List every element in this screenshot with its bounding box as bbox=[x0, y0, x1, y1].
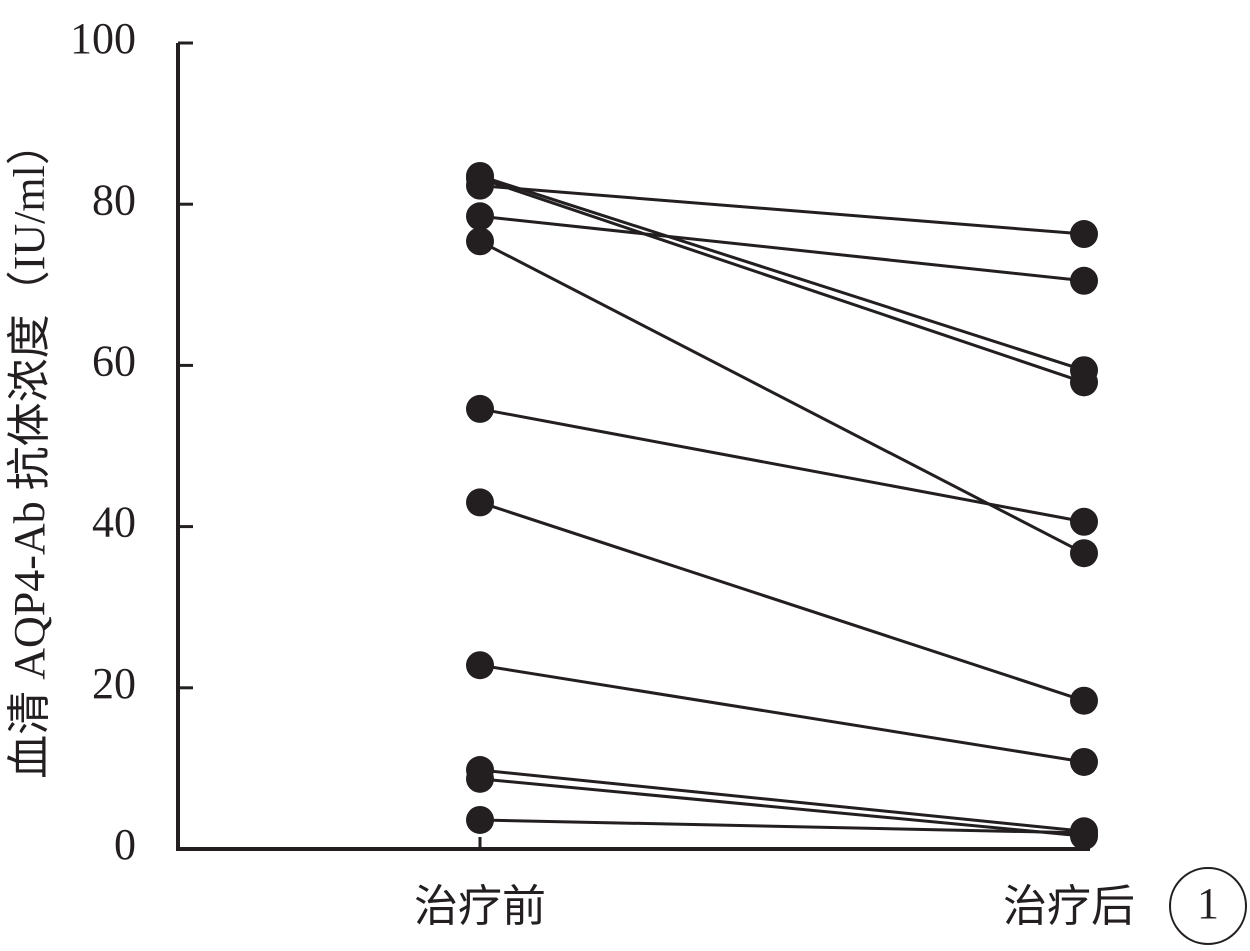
data-point bbox=[466, 394, 494, 423]
data-point bbox=[1070, 368, 1098, 397]
data-point bbox=[1070, 539, 1098, 568]
data-point bbox=[466, 764, 494, 793]
y-tick-label: 0 bbox=[114, 820, 136, 869]
series-line bbox=[479, 500, 1085, 703]
y-tick-label: 40 bbox=[92, 498, 136, 547]
data-point bbox=[1070, 818, 1098, 847]
data-point bbox=[466, 164, 494, 193]
data-point bbox=[1070, 220, 1098, 249]
data-point bbox=[466, 202, 494, 231]
data-point bbox=[1070, 507, 1098, 536]
y-tick-label: 20 bbox=[92, 659, 136, 708]
series-line bbox=[479, 176, 1085, 384]
data-point bbox=[466, 227, 494, 256]
y-tick-label: 60 bbox=[92, 336, 136, 385]
series-line bbox=[479, 214, 1085, 283]
data-point bbox=[466, 488, 494, 517]
data-point bbox=[1070, 266, 1098, 295]
series-line bbox=[479, 239, 1085, 555]
x-tick-label: 治疗前 bbox=[414, 882, 546, 931]
series-line bbox=[479, 407, 1085, 524]
panel-label: 1 bbox=[1197, 879, 1219, 928]
data-point bbox=[466, 651, 494, 680]
y-tick-label: 100 bbox=[70, 14, 136, 63]
x-tick-label: 治疗后 bbox=[1003, 882, 1135, 931]
series-line bbox=[479, 184, 1085, 236]
data-point bbox=[466, 805, 494, 834]
series-line bbox=[479, 777, 1085, 838]
data-point bbox=[1070, 747, 1098, 776]
series-line bbox=[479, 768, 1085, 833]
y-tick-label: 80 bbox=[92, 175, 136, 224]
y-axis-label: 血清 AQP4-Ab 抗体浓度（IU/ml） bbox=[5, 121, 54, 779]
series-line bbox=[479, 818, 1085, 835]
series-line bbox=[479, 174, 1085, 372]
data-point bbox=[1070, 686, 1098, 715]
panel-label-circle bbox=[1169, 867, 1247, 945]
series-line bbox=[479, 663, 1085, 764]
